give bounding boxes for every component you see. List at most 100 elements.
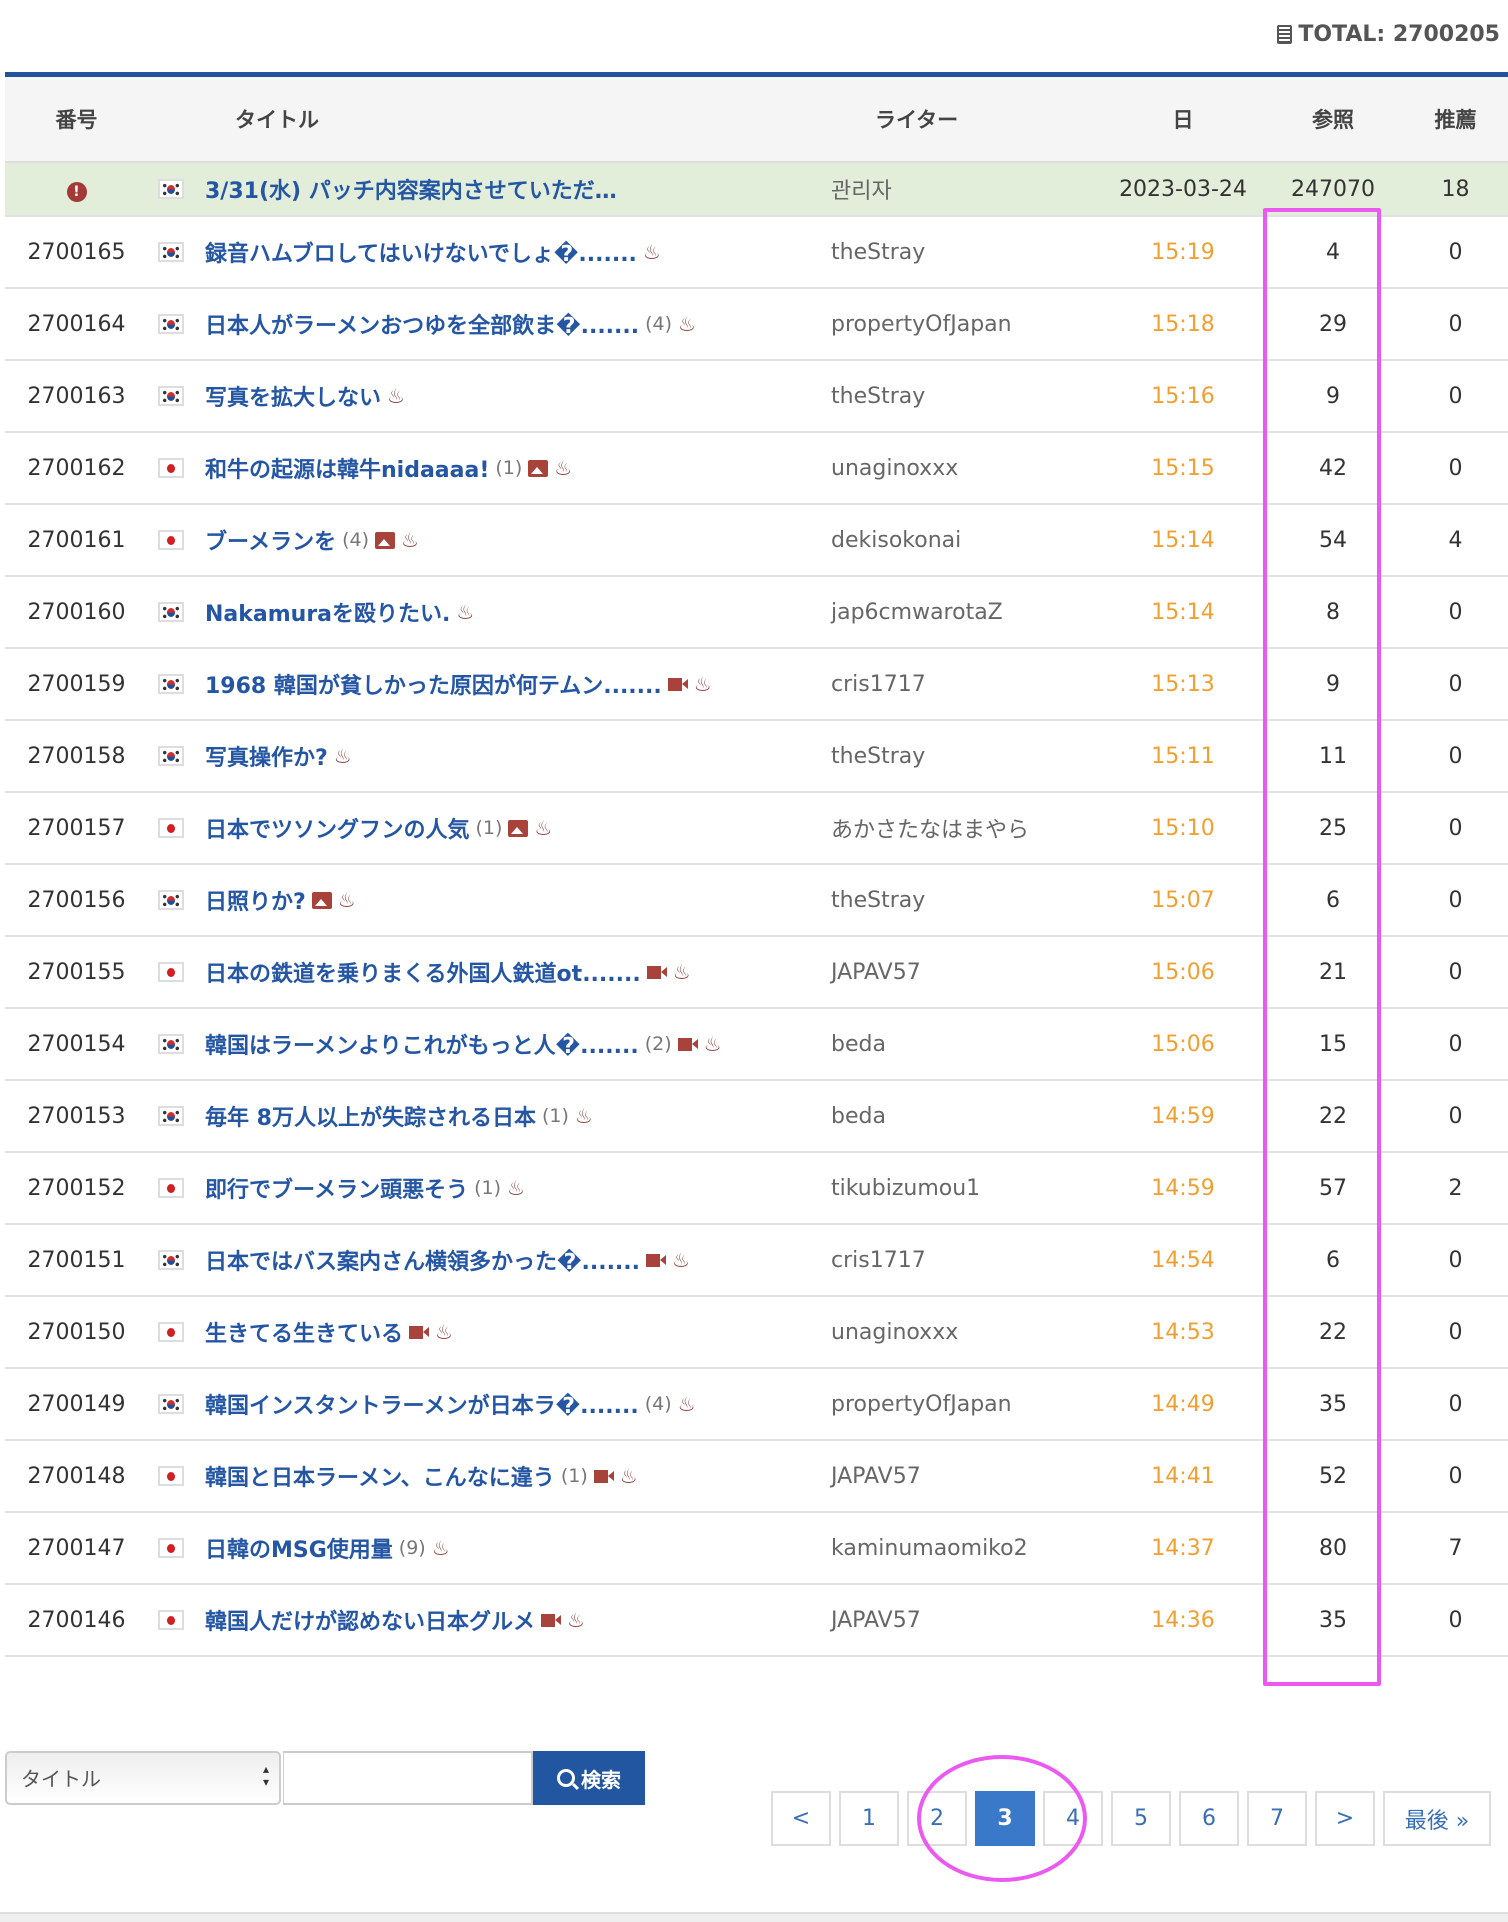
table-row[interactable]: 2700160 Nakamuraを殴りたい. ♨ jap6cmwarotaZ 15:14… [5, 577, 1508, 649]
post-title-link[interactable]: 毎年 8万人以上が失踪される日本 [205, 1106, 536, 1131]
page-1-button[interactable]: 1 [839, 1791, 899, 1846]
post-writer[interactable]: beda [831, 1103, 886, 1129]
title-cell: ブーメランを (4) ♨ [193, 524, 813, 556]
prev-page-button[interactable]: < [771, 1791, 831, 1846]
post-writer[interactable]: beda [831, 1031, 886, 1057]
title-cell: 生きてる生きている ♨ [193, 1316, 813, 1348]
footer-divider [0, 1912, 1508, 1922]
post-writer[interactable]: kaminumaomiko2 [831, 1535, 1028, 1561]
views-column-highlight [1263, 208, 1381, 1686]
flag-cell [148, 386, 193, 406]
korea-flag-icon [157, 242, 184, 262]
post-writer[interactable]: propertyOfJapan [831, 1391, 1012, 1417]
table-row[interactable]: 2700150 生きてる生きている ♨ unaginoxxx 14:53 22 0 [5, 1297, 1508, 1369]
post-title-link[interactable]: 日本の鉄道を乗りまくる外国人鉄道ot....... [205, 962, 641, 987]
post-title-link[interactable]: ブーメランを [205, 530, 337, 555]
flag-cell [148, 1322, 193, 1342]
post-title-link[interactable]: 1968 韓国が貧しかった原因が何テムン....... [205, 674, 662, 699]
post-time: 14:53 [1151, 1319, 1215, 1345]
post-title-link[interactable]: 韓国と日本ラーメン、こんなに違う [205, 1466, 555, 1491]
post-title-link[interactable]: 写真を拡大しない [205, 386, 382, 411]
post-recommend: 0 [1448, 599, 1463, 625]
table-row[interactable]: 2700159 1968 韓国が貧しかった原因が何テムン....... ♨ cris1… [5, 649, 1508, 721]
post-writer[interactable]: theStray [831, 239, 926, 265]
post-writer[interactable]: JAPAV57 [831, 1607, 921, 1633]
post-views: 29 [1319, 311, 1347, 337]
post-title-link[interactable]: 韓国インスタントラーメンが日本ラ�....... [205, 1394, 639, 1419]
post-recommend: 4 [1448, 527, 1463, 553]
hot-fire-icon: ♨ [554, 456, 573, 480]
post-writer[interactable]: tikubizumou1 [831, 1175, 981, 1201]
notice-row[interactable]: ! 3/31(水) パッチ内容案内させていただ… 관리자 2023-03-24 … [5, 163, 1508, 217]
search-bar: タイトル 検索 [5, 1751, 645, 1805]
page-7-button[interactable]: 7 [1247, 1791, 1307, 1846]
post-title-link[interactable]: Nakamuraを殴りたい. [205, 602, 451, 627]
search-field-select[interactable]: タイトル [5, 1751, 281, 1805]
post-views: 4 [1326, 239, 1340, 265]
post-number: 2700150 [27, 1319, 126, 1345]
comment-count: (4) [342, 529, 370, 551]
post-writer[interactable]: theStray [831, 887, 926, 913]
table-row[interactable]: 2700149 韓国インスタントラーメンが日本ラ�....... (4) ♨ prope… [5, 1369, 1508, 1441]
post-writer[interactable]: dekisokonai [831, 527, 962, 553]
post-title-link[interactable]: 録音ハムブロしてはいけないでしょ�....... [205, 242, 637, 267]
table-row[interactable]: 2700165 録音ハムブロしてはいけないでしょ�....... ♨ theStray… [5, 217, 1508, 289]
notice-writer: 관리자 [831, 179, 892, 204]
search-button-label: 検索 [581, 1767, 621, 1792]
post-writer[interactable]: theStray [831, 383, 926, 409]
post-title-link[interactable]: 即行でブーメラン頭悪そう [205, 1178, 469, 1203]
post-writer[interactable]: あかさたなはまやら [831, 818, 1030, 843]
post-writer[interactable]: unaginoxxx [831, 455, 959, 481]
post-title-link[interactable]: 日照りか? [205, 890, 306, 915]
table-row[interactable]: 2700158 写真操作か? ♨ theStray 15:11 11 0 [5, 721, 1508, 793]
post-title-link[interactable]: 日本人がラーメンおつゆを全部飲ま�....... [205, 314, 640, 339]
post-writer[interactable]: theStray [831, 743, 926, 769]
post-writer[interactable]: jap6cmwarotaZ [831, 599, 1003, 625]
hot-fire-icon: ♨ [534, 816, 553, 840]
post-title-link[interactable]: 和牛の起源は韓牛nidaaaa! [205, 458, 490, 483]
flag-cell [148, 458, 193, 478]
table-row[interactable]: 2700148 韓国と日本ラーメン、こんなに違う (1) ♨ JAPAV57 14:41 5… [5, 1441, 1508, 1513]
table-row[interactable]: 2700162 和牛の起源は韓牛nidaaaa! (1) ♨ unaginoxxx 15:… [5, 433, 1508, 505]
japan-flag-icon [157, 458, 184, 478]
table-row[interactable]: 2700155 日本の鉄道を乗りまくる外国人鉄道ot....... ♨ JAPAV57… [5, 937, 1508, 1009]
table-row[interactable]: 2700157 日本でツソングフンの人気 (1) ♨ あかさたなはまやら 15:10 25 0 [5, 793, 1508, 865]
table-row[interactable]: 2700156 日照りか? ♨ theStray 15:07 6 0 [5, 865, 1508, 937]
post-title-link[interactable]: 韓国人だけが認めない日本グルメ [205, 1610, 536, 1635]
last-page-button[interactable]: 最後 » [1383, 1791, 1491, 1846]
page-6-button[interactable]: 6 [1179, 1791, 1239, 1846]
table-row[interactable]: 2700152 即行でブーメラン頭悪そう (1) ♨ tikubizumou1 14:59… [5, 1153, 1508, 1225]
table-row[interactable]: 2700164 日本人がラーメンおつゆを全部飲ま�....... (4) ♨ prope… [5, 289, 1508, 361]
notice-date: 2023-03-24 [1119, 176, 1247, 202]
post-writer[interactable]: propertyOfJapan [831, 311, 1012, 337]
search-input[interactable] [283, 1751, 533, 1805]
post-writer[interactable]: cris1717 [831, 1247, 926, 1273]
post-title-link[interactable]: 写真操作か? [205, 746, 328, 771]
table-row[interactable]: 2700153 毎年 8万人以上が失踪される日本 (1) ♨ beda 14:59 22 0 [5, 1081, 1508, 1153]
post-title-link[interactable]: 生きてる生きている [205, 1322, 404, 1347]
post-title-link[interactable]: 日本でツソングフンの人気 [205, 818, 470, 843]
notice-title-link[interactable]: 3/31(水) パッチ内容案内させていただ… [205, 179, 617, 204]
table-row[interactable]: 2700161 ブーメランを (4) ♨ dekisokonai 15:14 54 4 [5, 505, 1508, 577]
korea-flag-icon [157, 386, 184, 406]
post-writer[interactable]: cris1717 [831, 671, 926, 697]
table-row[interactable]: 2700146 韓国人だけが認めない日本グルメ ♨ JAPAV57 14:36 35 0 [5, 1585, 1508, 1657]
post-number: 2700161 [27, 527, 126, 553]
post-writer[interactable]: unaginoxxx [831, 1319, 959, 1345]
post-writer[interactable]: JAPAV57 [831, 1463, 921, 1489]
table-row[interactable]: 2700151 日本ではバス案内さん横領多かった�....... ♨ cris1717… [5, 1225, 1508, 1297]
table-row[interactable]: 2700147 日韓のMSG使用量 (9) ♨ kaminumaomiko2 14:37 8… [5, 1513, 1508, 1585]
title-cell: Nakamuraを殴りたい. ♨ [193, 596, 813, 628]
page-5-button[interactable]: 5 [1111, 1791, 1171, 1846]
post-title-link[interactable]: 日韓のMSG使用量 [205, 1538, 393, 1563]
table-row[interactable]: 2700163 写真を拡大しない ♨ theStray 15:16 9 0 [5, 361, 1508, 433]
title-cell: 和牛の起源は韓牛nidaaaa! (1) ♨ [193, 452, 813, 484]
search-button[interactable]: 検索 [533, 1751, 645, 1805]
post-title-link[interactable]: 日本ではバス案内さん横領多かった�....... [205, 1250, 640, 1275]
title-cell: 日照りか? ♨ [193, 884, 813, 916]
korea-flag-icon [157, 890, 184, 910]
post-writer[interactable]: JAPAV57 [831, 959, 921, 985]
post-title-link[interactable]: 韓国はラーメンよりこれがもっと人�....... [205, 1034, 639, 1059]
table-row[interactable]: 2700154 韓国はラーメンよりこれがもっと人�....... (2) ♨ beda 1… [5, 1009, 1508, 1081]
next-page-button[interactable]: > [1315, 1791, 1375, 1846]
